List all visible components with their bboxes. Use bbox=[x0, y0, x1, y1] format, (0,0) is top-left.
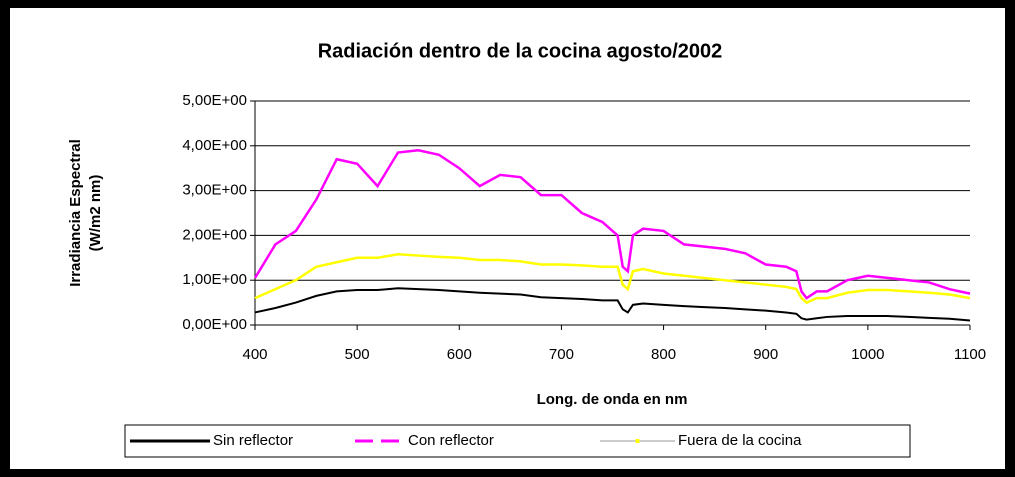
x-axis-label: Long. de onda en nm bbox=[537, 391, 688, 408]
y-axis-label: (W/m2 nm) bbox=[87, 175, 104, 252]
x-tick-label: 700 bbox=[549, 346, 574, 363]
legend-label: Con reflector bbox=[408, 432, 494, 449]
y-tick-label: 2,00E+00 bbox=[182, 226, 247, 243]
legend-label: Sin reflector bbox=[213, 432, 293, 449]
y-tick-label: 0,00E+00 bbox=[182, 316, 247, 333]
y-tick-label: 3,00E+00 bbox=[182, 182, 247, 199]
x-tick-label: 1000 bbox=[851, 346, 884, 363]
y-tick-label: 4,00E+00 bbox=[182, 137, 247, 154]
x-tick-label: 500 bbox=[345, 346, 370, 363]
y-tick-label: 5,00E+00 bbox=[182, 92, 247, 109]
chart-title: Radiación dentro de la cocina agosto/200… bbox=[318, 40, 723, 62]
y-tick-label: 1,00E+00 bbox=[182, 271, 247, 288]
x-tick-label: 900 bbox=[753, 346, 778, 363]
x-tick-label: 1100 bbox=[954, 346, 986, 363]
series-line bbox=[253, 149, 971, 300]
series-line bbox=[254, 287, 971, 322]
series-line bbox=[254, 252, 971, 305]
legend-label: Fuera de la cocina bbox=[678, 432, 802, 449]
y-axis-label: Irradiancia Espectral bbox=[67, 139, 84, 287]
legend-marker bbox=[635, 439, 640, 443]
legend bbox=[124, 424, 911, 458]
chart-background bbox=[10, 8, 1005, 469]
x-tick-label: 400 bbox=[242, 346, 267, 363]
x-tick-label: 600 bbox=[447, 346, 472, 363]
x-tick-label: 800 bbox=[651, 346, 676, 363]
